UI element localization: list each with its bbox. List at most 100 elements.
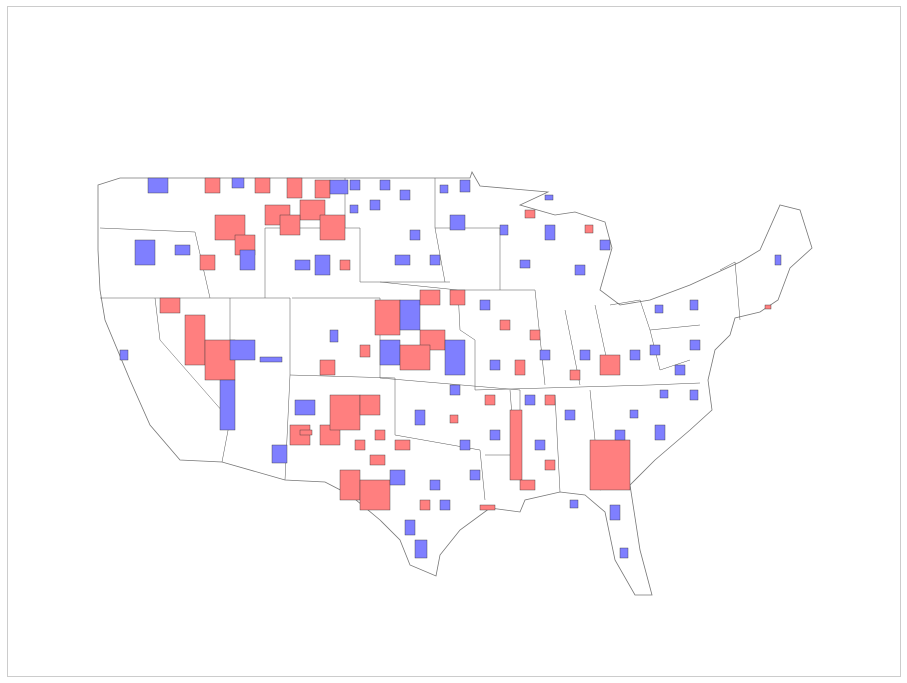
county xyxy=(184,314,206,366)
county xyxy=(369,454,386,466)
county xyxy=(314,254,331,276)
us-outline xyxy=(97,171,813,596)
county xyxy=(429,479,441,491)
county xyxy=(429,254,441,266)
county xyxy=(629,409,639,419)
county xyxy=(294,399,316,416)
county xyxy=(544,459,556,471)
county xyxy=(529,329,541,341)
county xyxy=(174,244,191,256)
county xyxy=(339,259,351,271)
county xyxy=(484,394,496,406)
county xyxy=(519,479,536,491)
county xyxy=(489,359,501,371)
county xyxy=(319,359,336,376)
county xyxy=(609,504,621,521)
county xyxy=(654,304,664,314)
county xyxy=(369,199,381,211)
counties xyxy=(119,177,782,559)
county xyxy=(459,439,471,451)
county xyxy=(254,177,271,194)
county xyxy=(539,349,551,361)
county xyxy=(579,349,591,361)
county xyxy=(479,299,491,311)
county xyxy=(119,349,129,361)
county xyxy=(314,179,331,199)
county xyxy=(349,204,359,214)
county xyxy=(394,439,411,451)
county xyxy=(419,289,441,306)
county xyxy=(279,214,301,236)
county xyxy=(584,224,594,234)
county xyxy=(409,229,421,241)
county xyxy=(374,429,386,441)
county xyxy=(519,259,531,269)
county xyxy=(271,444,288,464)
county xyxy=(439,184,449,194)
county xyxy=(419,499,431,511)
county xyxy=(524,394,536,406)
county xyxy=(509,409,523,481)
county xyxy=(394,254,411,266)
county xyxy=(499,224,509,236)
county xyxy=(444,339,466,376)
county xyxy=(329,329,339,343)
county xyxy=(449,414,459,424)
county xyxy=(564,409,576,421)
county xyxy=(147,177,169,194)
county xyxy=(774,254,782,266)
county xyxy=(489,429,501,441)
county xyxy=(329,179,349,195)
county xyxy=(569,499,579,509)
county xyxy=(259,356,283,363)
county xyxy=(294,259,311,271)
county xyxy=(689,339,701,351)
county xyxy=(589,439,631,491)
county xyxy=(359,479,391,511)
county xyxy=(379,339,401,366)
county xyxy=(399,344,431,371)
county xyxy=(134,239,156,266)
county xyxy=(469,469,481,481)
county xyxy=(654,424,666,441)
county xyxy=(379,179,391,191)
county xyxy=(319,214,346,241)
county xyxy=(359,344,371,358)
county xyxy=(204,177,221,194)
county xyxy=(614,429,626,441)
county xyxy=(199,254,216,271)
county xyxy=(499,319,511,331)
county xyxy=(599,354,621,376)
county xyxy=(439,499,451,511)
county xyxy=(524,209,536,219)
county xyxy=(619,547,629,559)
county xyxy=(449,214,466,231)
county xyxy=(219,379,236,431)
county xyxy=(449,289,466,306)
county xyxy=(404,519,416,536)
county xyxy=(374,299,401,336)
county xyxy=(659,389,669,399)
county xyxy=(389,469,406,486)
county xyxy=(286,177,303,199)
county xyxy=(231,177,245,189)
county xyxy=(229,339,256,361)
county xyxy=(764,304,772,310)
county xyxy=(574,264,586,276)
county xyxy=(514,359,526,376)
county xyxy=(459,179,471,193)
county xyxy=(414,539,428,559)
county xyxy=(329,394,361,431)
county xyxy=(674,364,686,376)
county xyxy=(449,384,461,396)
county xyxy=(534,439,546,451)
county xyxy=(239,249,256,271)
county xyxy=(414,409,426,426)
county xyxy=(359,394,381,416)
county xyxy=(649,344,661,356)
county xyxy=(299,429,313,436)
county xyxy=(544,394,556,406)
county xyxy=(599,239,611,251)
county xyxy=(689,299,699,311)
